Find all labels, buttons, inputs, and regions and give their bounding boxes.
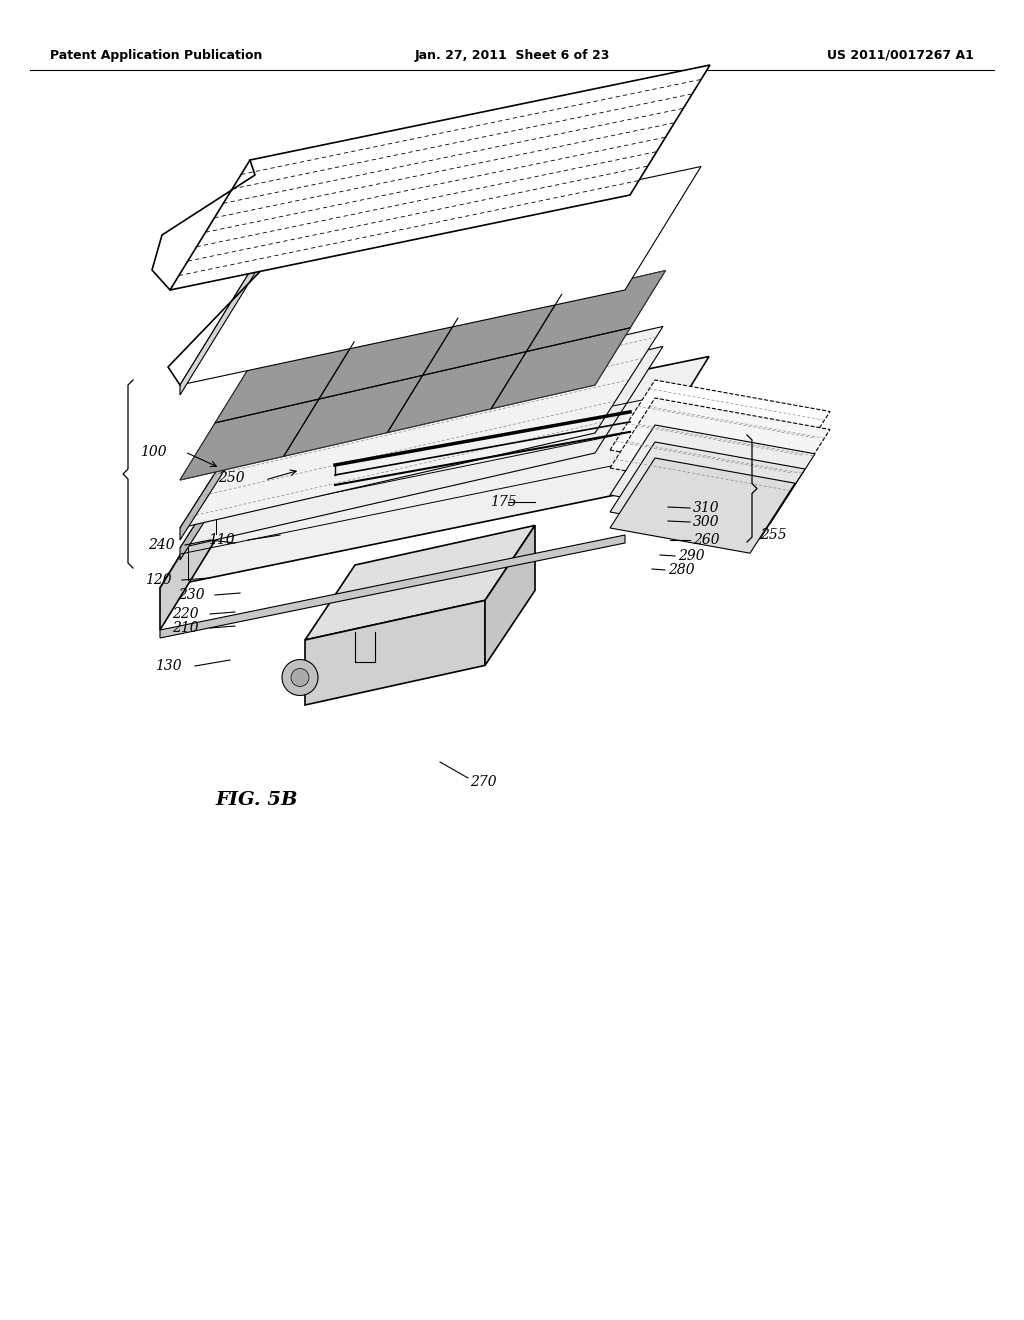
Polygon shape: [610, 442, 805, 539]
Text: 240: 240: [148, 539, 175, 552]
Text: US 2011/0017267 A1: US 2011/0017267 A1: [827, 49, 974, 62]
Polygon shape: [180, 346, 663, 548]
Polygon shape: [305, 601, 485, 705]
Text: 100: 100: [140, 445, 167, 459]
Text: 290: 290: [678, 549, 705, 564]
Text: 310: 310: [693, 502, 720, 515]
Polygon shape: [180, 462, 248, 579]
Text: 230: 230: [178, 587, 205, 602]
Circle shape: [282, 660, 318, 696]
Text: 255: 255: [760, 528, 786, 543]
Text: 300: 300: [693, 515, 720, 529]
Polygon shape: [180, 261, 256, 395]
Text: 260: 260: [693, 533, 720, 546]
Text: 110: 110: [208, 533, 234, 546]
Polygon shape: [610, 380, 830, 482]
Polygon shape: [305, 525, 535, 640]
Text: 130: 130: [155, 659, 181, 673]
Text: 120: 120: [145, 573, 172, 587]
Text: 175: 175: [490, 495, 517, 510]
Polygon shape: [180, 326, 663, 528]
Text: 280: 280: [668, 564, 694, 577]
Text: Jan. 27, 2011  Sheet 6 of 23: Jan. 27, 2011 Sheet 6 of 23: [415, 49, 609, 62]
Polygon shape: [492, 327, 630, 409]
Text: 270: 270: [470, 775, 497, 789]
Polygon shape: [180, 441, 248, 560]
Polygon shape: [485, 525, 535, 665]
Polygon shape: [160, 535, 625, 638]
Polygon shape: [610, 399, 830, 499]
Text: 250: 250: [218, 471, 245, 484]
Polygon shape: [610, 425, 815, 524]
Polygon shape: [180, 166, 701, 385]
Polygon shape: [170, 65, 710, 290]
Text: Patent Application Publication: Patent Application Publication: [50, 49, 262, 62]
Polygon shape: [160, 356, 709, 587]
Text: 210: 210: [172, 620, 199, 635]
Polygon shape: [180, 367, 663, 568]
Polygon shape: [610, 458, 795, 553]
Polygon shape: [180, 399, 318, 480]
Polygon shape: [284, 375, 423, 457]
Polygon shape: [180, 271, 666, 480]
Polygon shape: [423, 294, 561, 375]
Text: 220: 220: [172, 607, 199, 620]
Polygon shape: [215, 342, 354, 422]
Polygon shape: [160, 451, 244, 630]
Polygon shape: [180, 421, 248, 540]
Text: FIG. 5B: FIG. 5B: [215, 791, 298, 809]
Polygon shape: [318, 318, 458, 399]
Polygon shape: [526, 271, 666, 351]
Circle shape: [291, 668, 309, 686]
Polygon shape: [387, 351, 526, 433]
